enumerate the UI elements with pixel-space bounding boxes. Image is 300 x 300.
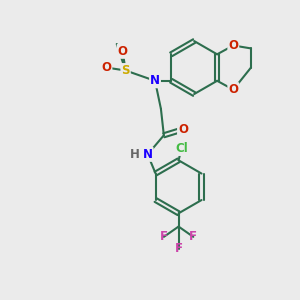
Text: F: F <box>175 242 183 255</box>
Text: O: O <box>228 39 238 52</box>
Text: Cl: Cl <box>175 142 188 155</box>
Text: F: F <box>189 230 197 243</box>
Text: N: N <box>150 74 160 87</box>
Text: O: O <box>101 61 111 74</box>
Text: O: O <box>118 45 128 58</box>
Text: N: N <box>143 148 153 161</box>
Text: S: S <box>121 64 130 77</box>
Text: O: O <box>228 83 238 96</box>
Text: H: H <box>130 148 140 161</box>
Text: O: O <box>178 123 188 136</box>
Text: F: F <box>160 230 168 243</box>
